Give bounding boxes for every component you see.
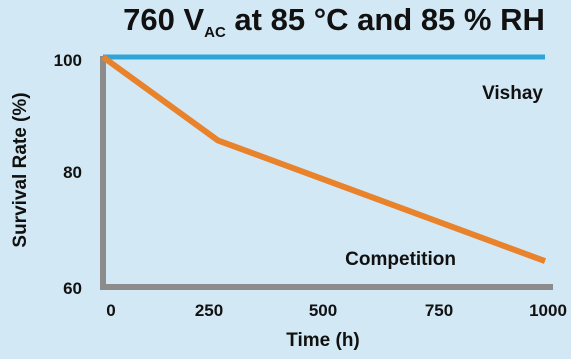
chart-title: 760 VAC at 85 °C and 85 % RH [123, 2, 545, 41]
series-label-vishay: Vishay [482, 83, 543, 104]
axes [100, 56, 553, 290]
series-line-competition [101, 54, 547, 264]
series-label-competition: Competition [345, 249, 456, 270]
y-tick-label: 100 [54, 51, 82, 70]
y-axis-label: Survival Rate (%) [10, 92, 31, 247]
x-tick-label: 1000 [529, 301, 567, 320]
x-axis-label: Time (h) [286, 330, 360, 351]
chart-title-prefix: 760 V [123, 2, 204, 37]
x-tick-label: 0 [106, 301, 115, 320]
chart-title-suffix: at 85 °C and 85 % RH [226, 2, 545, 37]
series-lines [101, 54, 547, 264]
y-tick-label: 60 [63, 279, 82, 298]
x-tick-label: 250 [195, 301, 223, 320]
y-tick-label: 80 [63, 163, 82, 182]
x-tick-label: 750 [425, 301, 453, 320]
chart-title-subscript: AC [204, 24, 226, 41]
ticks: 0 250 500 750 1000 100 80 60 [54, 51, 567, 320]
x-tick-label: 500 [309, 301, 337, 320]
